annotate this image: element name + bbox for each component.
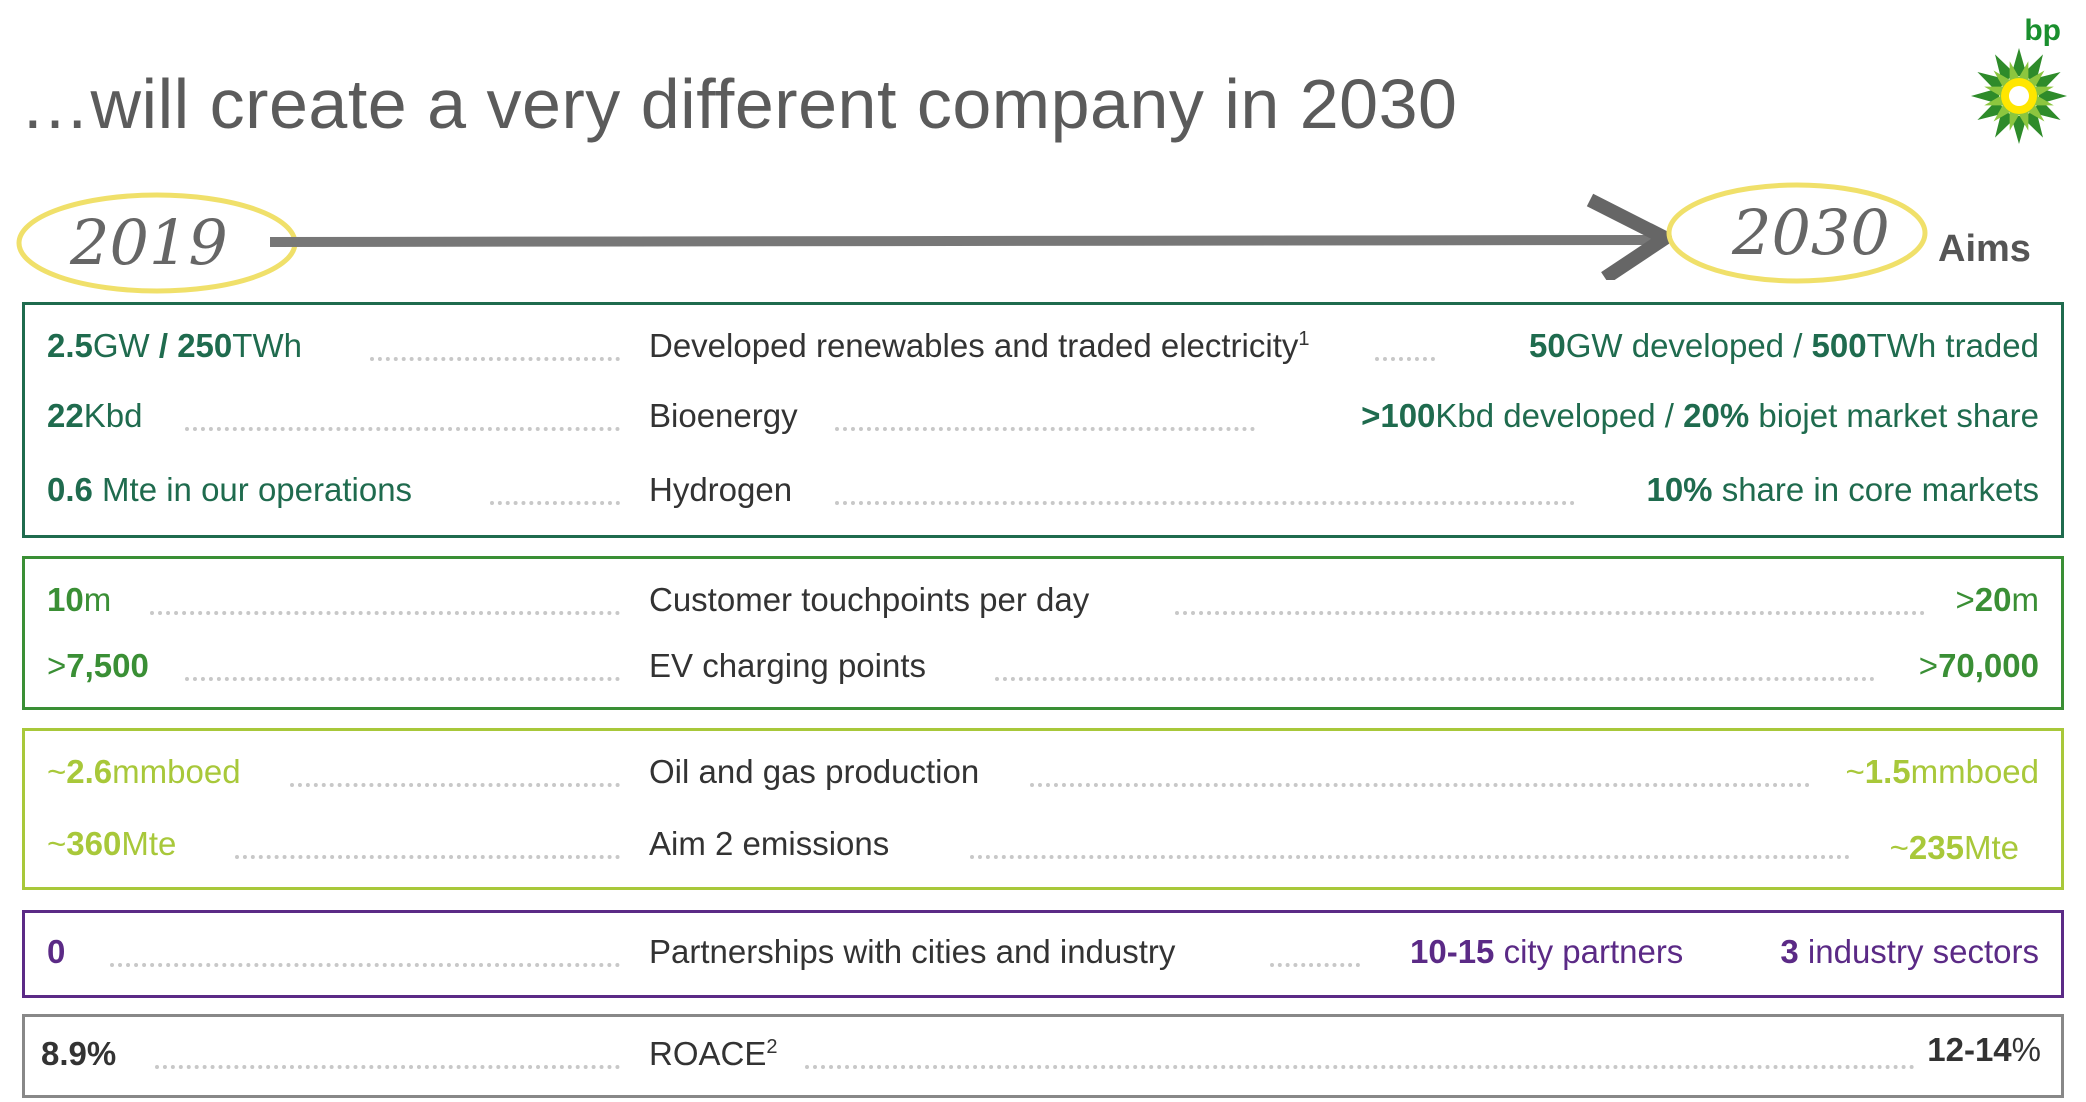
emissions-row: ~360Mte Aim 2 emissions ~235Mte — [25, 825, 2061, 885]
low-carbon-box: 2.5GW / 250TWh Developed renewables and … — [22, 302, 2064, 538]
partnerships-box: 0 Partnerships with cities and industry … — [22, 910, 2064, 998]
helios-icon — [1971, 48, 2067, 144]
partnerships-2019: 0 — [47, 933, 66, 970]
start-year-oval: 2019 — [12, 188, 302, 298]
renewables-metric: Developed renewables and traded electric… — [649, 327, 1310, 364]
oil-gas-2019: ~2.6mmboed — [47, 753, 241, 790]
emissions-metric: Aim 2 emissions — [649, 825, 890, 862]
renewables-row: 2.5GW / 250TWh Developed renewables and … — [25, 327, 2061, 387]
partnerships-row: 0 Partnerships with cities and industry … — [25, 933, 2061, 993]
renewables-2019: 2.5GW / 250TWh — [47, 327, 302, 364]
oil-gas-2030: ~1.5mmboed — [1845, 753, 2039, 790]
touchpoints-2019: 10m — [47, 581, 112, 618]
emissions-2019: ~360Mte — [47, 825, 177, 862]
ev-charging-2019: >7,500 — [47, 647, 149, 684]
hydrogen-2019: 0.6 Mte in our operations — [47, 471, 413, 508]
roace-metric: ROACE2 — [649, 1035, 778, 1072]
hydrogen-metric: Hydrogen — [649, 471, 793, 508]
touchpoints-2030: >20m — [1955, 581, 2040, 618]
roace-box: 8.9% ROACE2 12-14% — [22, 1014, 2064, 1098]
convenience-box: 10m Customer touchpoints per day >20m >7… — [22, 556, 2064, 710]
roace-row: 8.9% ROACE2 12-14% — [25, 1031, 2061, 1095]
bp-logo: bp — [1965, 14, 2075, 144]
resilient-hydrocarbons-box: ~2.6mmboed Oil and gas production ~1.5mm… — [22, 728, 2064, 890]
page-title: …will create a very different company in… — [20, 65, 1458, 143]
timeline-arrow — [270, 193, 1672, 280]
ev-charging-2030: >70,000 — [1918, 647, 2039, 684]
oil-gas-row: ~2.6mmboed Oil and gas production ~1.5mm… — [25, 753, 2061, 813]
ev-charging-metric: EV charging points — [649, 647, 927, 684]
bioenergy-2030: >100Kbd developed / 20% biojet market sh… — [1361, 397, 2039, 434]
roace-2019: 8.9% — [41, 1035, 117, 1072]
customer-touchpoints-row: 10m Customer touchpoints per day >20m — [25, 581, 2061, 641]
oil-gas-metric: Oil and gas production — [649, 753, 980, 790]
city-partners-2030: 10-15 city partners — [1410, 933, 1684, 970]
roace-2030: 12-14% — [1927, 1031, 2041, 1068]
partnerships-metric: Partnerships with cities and industry — [649, 933, 1176, 970]
bioenergy-metric: Bioenergy — [649, 397, 798, 434]
start-year: 2019 — [70, 206, 228, 279]
emissions-2030: ~235Mte — [1889, 829, 2019, 866]
aims-label: Aims — [1938, 228, 2031, 270]
bioenergy-2019: 22Kbd — [47, 397, 143, 434]
ev-charging-row: >7,500 EV charging points >70,000 — [25, 647, 2061, 707]
end-year: 2030 — [1732, 196, 1890, 269]
hydrogen-2030: 10% share in core markets — [1646, 471, 2039, 508]
end-year-oval: 2030 — [1662, 178, 1932, 288]
bioenergy-row: 22Kbd Bioenergy >100Kbd developed / 20% … — [25, 397, 2061, 457]
touchpoints-metric: Customer touchpoints per day — [649, 581, 1090, 618]
renewables-2030: 50GW developed / 500TWh traded — [1529, 327, 2039, 364]
hydrogen-row: 0.6 Mte in our operations Hydrogen 10% s… — [25, 471, 2061, 531]
logo-text: bp — [2024, 14, 2061, 47]
industry-sectors-2030: 3 industry sectors — [1780, 933, 2039, 970]
